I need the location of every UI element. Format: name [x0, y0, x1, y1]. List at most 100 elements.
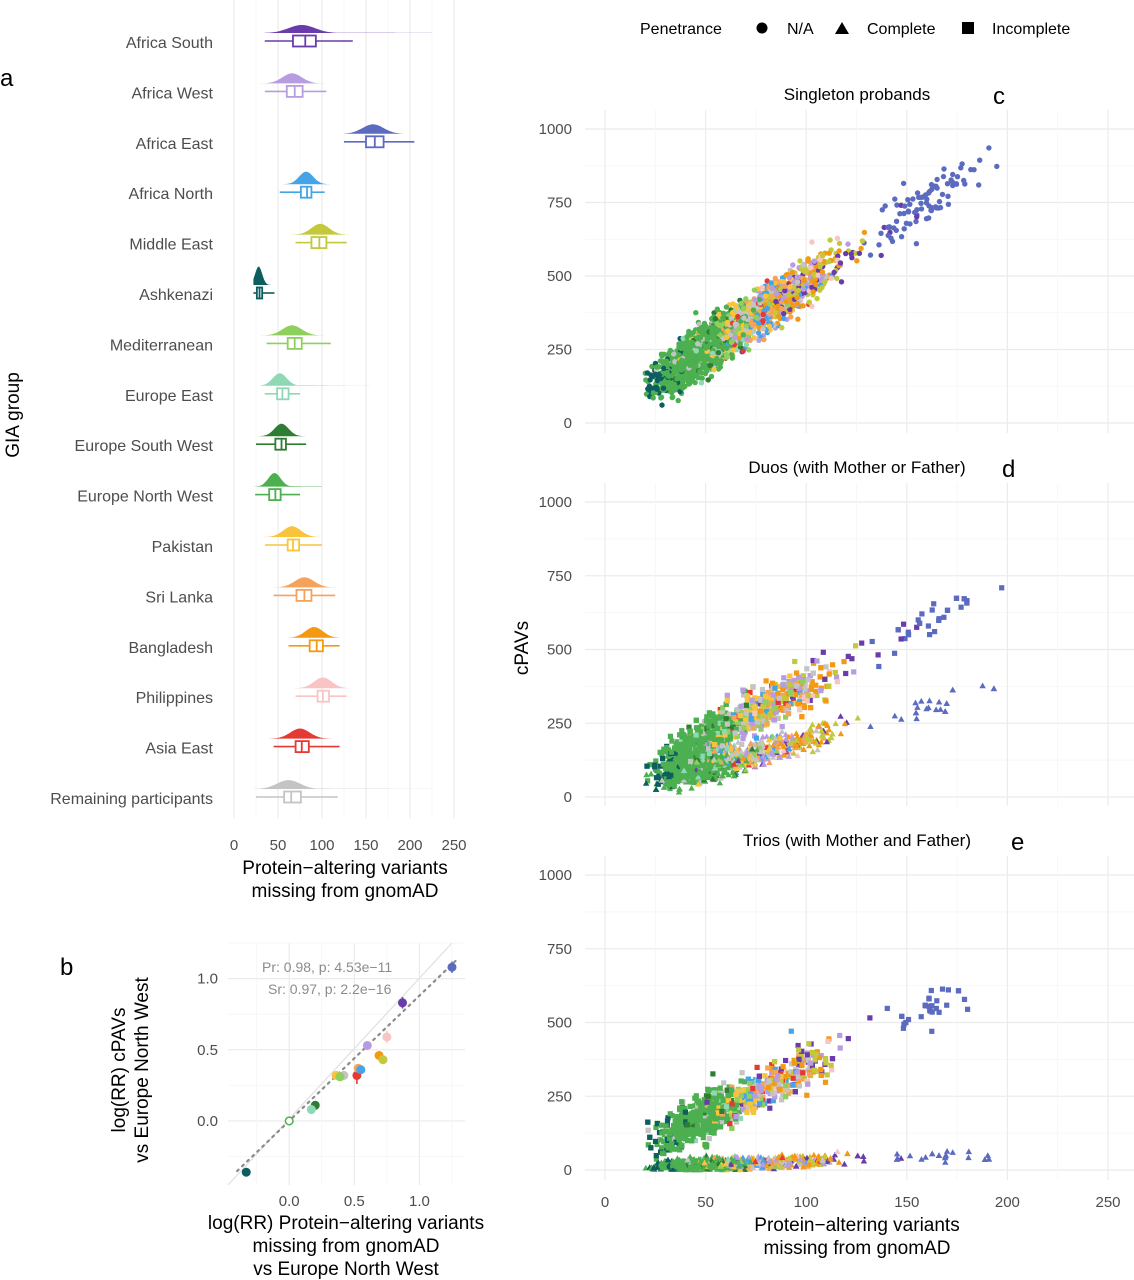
data-point [682, 752, 688, 758]
data-point [762, 693, 768, 699]
data-point [823, 698, 829, 704]
data-point [743, 341, 750, 348]
data-point [945, 201, 952, 207]
data-point [676, 352, 682, 358]
data-point [762, 293, 769, 299]
data-point [901, 621, 907, 627]
y-tick-label: 0.5 [197, 1042, 218, 1059]
y-tick-label: 1000 [539, 494, 572, 511]
data-point [795, 279, 801, 285]
density-cloud [264, 25, 432, 33]
data-point [935, 698, 943, 705]
data-point [830, 662, 836, 668]
data-point [731, 715, 737, 721]
data-point [905, 209, 912, 215]
data-point [902, 203, 908, 209]
data-point [751, 287, 758, 293]
data-point [834, 674, 840, 680]
data-point [932, 629, 938, 635]
data-point [670, 394, 676, 400]
data-point [648, 372, 654, 378]
data-point [684, 334, 690, 340]
data-point [714, 328, 720, 335]
data-point [925, 623, 931, 629]
data-point [652, 762, 658, 768]
data-point [703, 343, 709, 350]
data-point [736, 326, 742, 332]
data-point [834, 235, 841, 241]
panel-c-points [642, 145, 1000, 408]
data-point [819, 269, 826, 275]
data-point [859, 238, 866, 244]
data-point [964, 600, 970, 606]
data-point [971, 167, 977, 173]
data-point [786, 292, 792, 298]
data-point [773, 291, 780, 297]
data-point [724, 745, 730, 751]
data-point [794, 670, 800, 676]
data-point [752, 704, 758, 710]
data-point [750, 307, 757, 313]
data-point [714, 725, 720, 731]
data-point [800, 262, 806, 268]
data-point [660, 385, 667, 391]
data-point [811, 258, 818, 264]
y-tick-label: 500 [547, 642, 572, 659]
data-point [835, 253, 841, 259]
panel-b-points [241, 961, 457, 1177]
data-point [764, 720, 770, 726]
data-point [671, 381, 678, 387]
data-point [892, 196, 898, 202]
data-point [703, 718, 709, 724]
data-point [854, 714, 861, 721]
data-point [802, 704, 808, 710]
data-point [362, 1040, 372, 1050]
data-point [759, 687, 765, 693]
panel-a-x-title: Protein−altering variants missing from gn… [242, 858, 447, 902]
data-point [779, 305, 785, 312]
data-point [856, 250, 863, 256]
panel-a-grid [233, 0, 455, 818]
data-point [818, 665, 824, 671]
data-point [898, 636, 904, 642]
data-point [665, 373, 672, 379]
regression-line [236, 956, 460, 1173]
density-cloud [260, 526, 340, 537]
data-point [808, 684, 814, 690]
data-point [941, 166, 947, 172]
panel-e-points [642, 986, 993, 1173]
data-point [809, 239, 815, 245]
data-point [700, 745, 706, 751]
data-point [693, 717, 699, 723]
data-point [961, 177, 967, 184]
data-point [867, 723, 874, 729]
y-tick-label: 0 [564, 789, 572, 806]
data-point [812, 688, 818, 694]
data-point [671, 366, 678, 372]
data-point [772, 705, 778, 711]
x-tick-label: 1.0 [409, 1193, 430, 1210]
data-point [760, 311, 766, 318]
legend: Penetrance N/A Complete Incomplete [640, 21, 1070, 38]
data-point [752, 710, 758, 717]
group-label: Africa South [126, 35, 213, 52]
data-point [720, 316, 727, 322]
panel-label-c: c [993, 83, 1005, 110]
data-point [810, 670, 816, 676]
data-point [875, 652, 881, 658]
data-point [936, 617, 942, 623]
data-point [893, 218, 900, 224]
data-point [793, 683, 799, 689]
data-point [926, 215, 932, 221]
data-point [751, 328, 757, 335]
data-point [711, 367, 717, 373]
data-point [772, 685, 778, 691]
legend-item-complete: Complete [867, 21, 936, 38]
data-point [808, 705, 814, 711]
panel-d-title: Duos (with Mother or Father) [748, 458, 965, 477]
data-point [306, 1105, 316, 1115]
data-point [720, 310, 727, 316]
x-tick-label: 0.5 [344, 1193, 365, 1210]
density-cloud [257, 73, 344, 84]
y-tick-label: 1000 [539, 121, 572, 138]
